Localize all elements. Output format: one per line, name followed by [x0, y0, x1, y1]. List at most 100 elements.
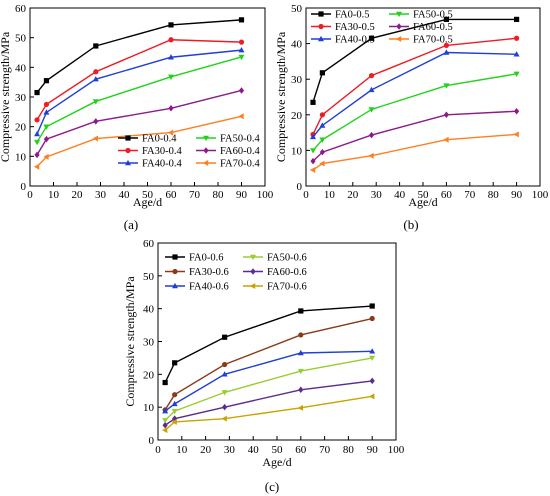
x-tick-label: 10	[324, 189, 336, 201]
data-point	[309, 166, 316, 173]
x-tick-label: 30	[371, 189, 383, 201]
data-point	[369, 348, 376, 354]
data-point	[43, 135, 50, 143]
data-point	[319, 148, 325, 156]
series-FA50-0.6	[162, 355, 376, 424]
x-tick-label: 60	[441, 189, 453, 201]
y-tick-label: 0	[149, 435, 155, 447]
data-point	[310, 148, 317, 154]
legend-label: FA0-0.5	[335, 10, 370, 21]
data-point	[238, 54, 245, 61]
data-point	[43, 101, 50, 108]
data-point	[43, 109, 50, 115]
legend-label: FA40-0.6	[189, 282, 229, 293]
series-line	[36, 56, 242, 143]
data-point	[513, 131, 519, 138]
legend-label: FA0-0.4	[142, 134, 177, 145]
data-point	[238, 87, 245, 94]
data-point	[443, 49, 450, 55]
legend-item: FA0-0.5	[311, 10, 370, 21]
x-tick-label: 60	[295, 444, 307, 456]
series-FA70-0.5	[309, 131, 519, 173]
legend-label: FA30-0.5	[335, 22, 375, 33]
chart-panel-b: 0 10 20 30 40 50 60 70 80 90 10001020304050Age/dCo…	[274, 3, 549, 209]
series-FA60-0.5	[310, 107, 520, 165]
legend-item: FA70-0.6	[243, 282, 307, 293]
series-FA40-0.4	[34, 47, 245, 137]
data-point	[443, 83, 450, 89]
data-point	[172, 392, 178, 398]
series-FA40-0.6	[162, 348, 376, 414]
legend-item: FA30-0.4	[118, 146, 183, 157]
legend-label: FA70-0.4	[220, 159, 261, 170]
y-axis-label: Compressive strength/MPa	[274, 31, 288, 162]
data-point	[297, 349, 304, 356]
y-tick-label: 40	[15, 62, 27, 74]
legend-swatch-marker	[203, 147, 209, 154]
y-tick-label: 10	[15, 151, 27, 163]
data-point	[369, 355, 376, 362]
legend-label: FA30-0.6	[189, 267, 229, 278]
x-tick-label: 20	[347, 189, 359, 201]
data-point	[168, 37, 174, 43]
data-point	[43, 153, 49, 160]
series-FA70-0.6	[162, 393, 375, 434]
legend-label: FA70-0.6	[267, 282, 307, 293]
y-tick-label: 60	[143, 238, 155, 250]
data-point	[172, 360, 178, 366]
series-line	[312, 37, 517, 135]
legend-label: FA40-0.4	[142, 159, 183, 170]
y-tick-label: 20	[143, 369, 155, 381]
x-tick-label: 70	[189, 189, 201, 201]
x-tick-label: 10	[48, 189, 60, 201]
chart-panel-c: 0 10 20 30 40 50 60 70 80 90 100 0 10 20 30 40 50 60 Age/d…	[123, 238, 405, 469]
data-point	[238, 47, 245, 53]
legend-item: FA40-0.5	[311, 35, 375, 46]
data-point	[162, 379, 168, 386]
x-axis-label: Age/d	[133, 195, 162, 209]
legend-item: FA30-0.5	[311, 22, 375, 33]
chart-panel-a: 0 10 20 30 40 50 60 70 80 90 100 0 10 20 30 40 50 60 Age/d…	[0, 3, 274, 209]
data-point	[443, 136, 449, 143]
data-point	[238, 39, 245, 45]
legend-item: FA60-0.4	[196, 146, 261, 157]
data-point	[162, 407, 169, 414]
data-point	[221, 390, 228, 396]
data-point	[33, 163, 40, 170]
x-tick-label: 100	[388, 444, 405, 456]
legend-swatch-marker	[396, 11, 402, 18]
data-point	[319, 112, 325, 118]
data-point	[443, 111, 449, 119]
legend-swatch-marker	[202, 160, 209, 166]
data-point	[369, 393, 375, 400]
data-point	[443, 16, 449, 22]
x-tick-label: 80	[213, 189, 225, 201]
data-point	[368, 131, 375, 139]
data-point	[43, 78, 50, 84]
legend-swatch-marker	[172, 254, 178, 260]
series-FA0-0.5	[310, 16, 520, 105]
data-point	[34, 139, 41, 146]
series-FA50-0.5	[310, 71, 520, 154]
legend-swatch-marker	[172, 282, 178, 289]
data-point	[93, 69, 99, 75]
legend-item: FA40-0.4	[118, 159, 183, 170]
data-point	[171, 408, 178, 415]
data-point	[92, 135, 99, 142]
legend-item: FA70-0.4	[196, 159, 261, 170]
legend-swatch-marker	[125, 135, 131, 141]
data-point	[443, 42, 449, 48]
data-point	[92, 76, 99, 82]
legend-label: FA70-0.5	[413, 35, 453, 46]
panel-label-c: (c)	[265, 479, 279, 494]
y-tick-label: 10	[143, 402, 155, 414]
legend-label: FA60-0.5	[413, 22, 453, 33]
legend-label: FA40-0.5	[335, 35, 375, 46]
legend-item: FA50-0.6	[243, 253, 307, 264]
data-point	[514, 16, 520, 22]
y-axis-label: Compressive strength/MPa	[0, 31, 12, 162]
x-tick-label: 30	[95, 189, 107, 201]
